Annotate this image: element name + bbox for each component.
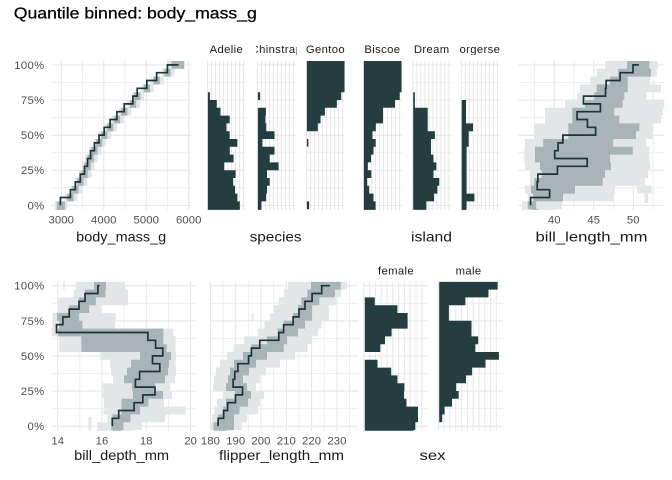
svg-text:25%: 25% [21,386,45,398]
svg-text:210: 210 [277,435,296,447]
svg-text:species: species [250,228,302,244]
svg-text:4000: 4000 [91,215,117,227]
svg-text:Torgersen: Torgersen [454,44,507,56]
svg-text:50%: 50% [21,130,45,142]
svg-text:body_mass_g: body_mass_g [76,228,166,244]
svg-text:40: 40 [548,215,561,227]
svg-text:230: 230 [327,435,346,447]
svg-text:50: 50 [627,215,640,227]
svg-text:6000: 6000 [176,215,202,227]
svg-text:18: 18 [140,435,153,447]
svg-text:Biscoe: Biscoe [364,44,400,56]
svg-text:bill_length_mm: bill_length_mm [536,228,648,244]
svg-text:island: island [411,228,452,244]
svg-text:0%: 0% [27,200,44,212]
svg-text:14: 14 [51,435,64,447]
svg-text:50%: 50% [21,351,45,363]
svg-text:16: 16 [96,435,109,447]
svg-text:45: 45 [587,215,600,227]
svg-text:220: 220 [302,435,321,447]
svg-text:200: 200 [251,435,270,447]
svg-text:25%: 25% [21,165,45,177]
svg-text:100%: 100% [14,281,44,293]
svg-text:20: 20 [184,435,197,447]
svg-text:Chinstrap: Chinstrap [251,44,303,56]
svg-text:5000: 5000 [134,215,160,227]
svg-text:female: female [378,265,414,277]
svg-text:male: male [456,265,482,277]
svg-text:bill_depth_mm: bill_depth_mm [74,447,169,463]
svg-text:0%: 0% [27,421,44,433]
svg-text:190: 190 [226,435,245,447]
svg-text:Gentoo: Gentoo [306,44,345,56]
svg-text:75%: 75% [21,316,45,328]
svg-text:3000: 3000 [49,215,75,227]
svg-text:sex: sex [420,447,446,463]
svg-text:Dream: Dream [414,44,450,56]
svg-text:180: 180 [201,435,220,447]
svg-text:Adelie: Adelie [210,44,244,56]
svg-text:100%: 100% [14,60,44,72]
svg-text:flipper_length_mm: flipper_length_mm [219,447,344,463]
svg-text:Quantile binned: body_mass_g: Quantile binned: body_mass_g [14,5,257,22]
svg-text:75%: 75% [21,95,45,107]
